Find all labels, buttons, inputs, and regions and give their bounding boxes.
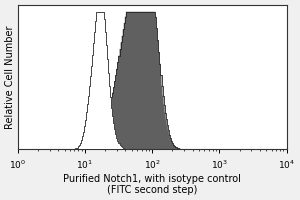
Y-axis label: Relative Cell Number: Relative Cell Number	[5, 25, 15, 129]
X-axis label: Purified Notch1, with isotype control
(FITC second step): Purified Notch1, with isotype control (F…	[63, 174, 241, 195]
